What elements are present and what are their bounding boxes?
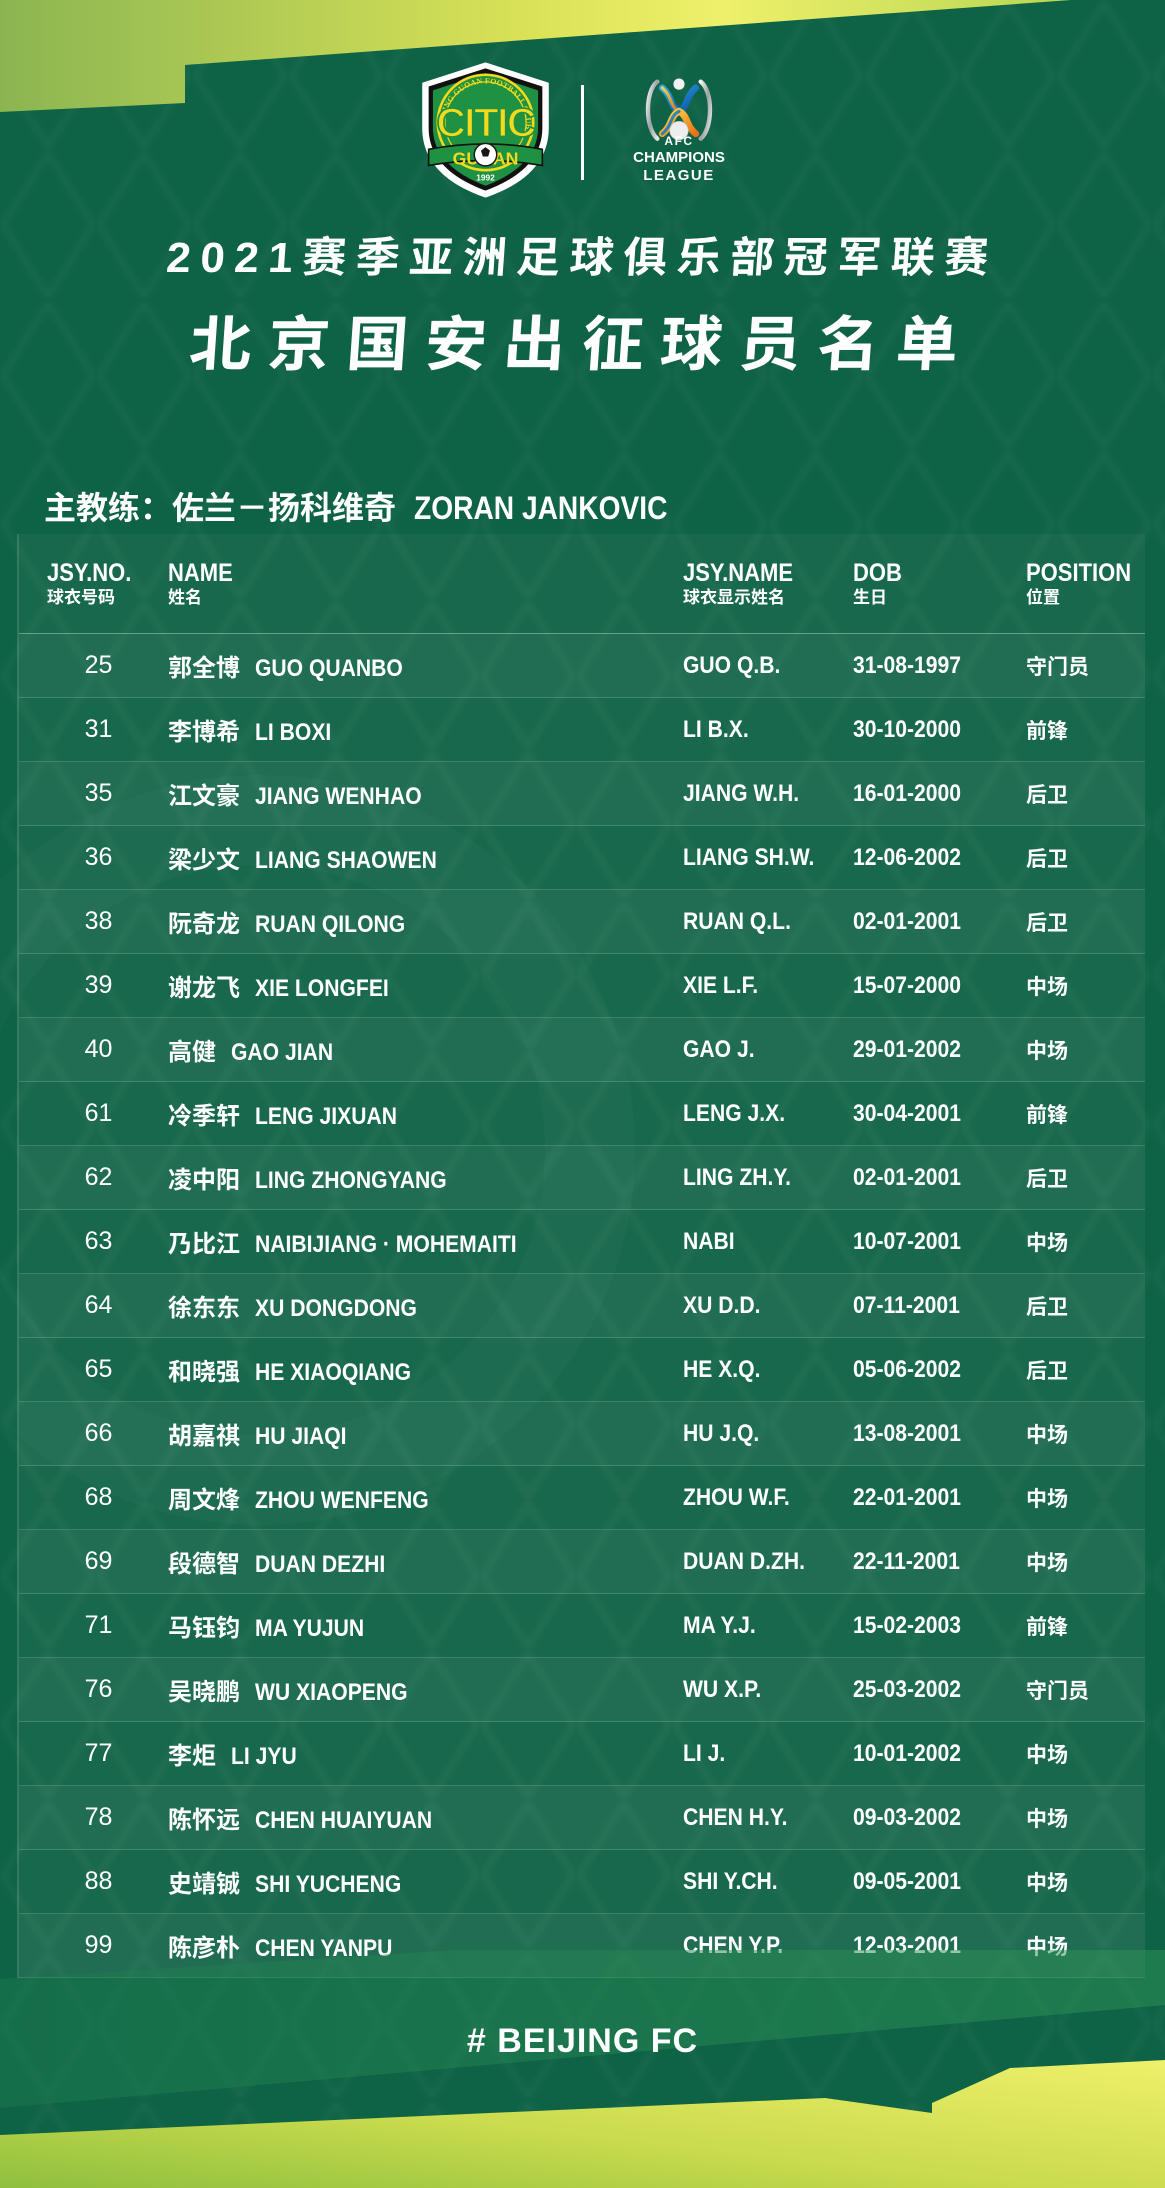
svg-text:CHAMPIONS: CHAMPIONS — [633, 149, 725, 166]
svg-text:CITIC: CITIC — [436, 99, 536, 145]
svg-text:LEAGUE: LEAGUE — [643, 167, 715, 184]
svg-text:1992: 1992 — [476, 172, 495, 182]
svg-text:AFC: AFC — [664, 134, 693, 148]
